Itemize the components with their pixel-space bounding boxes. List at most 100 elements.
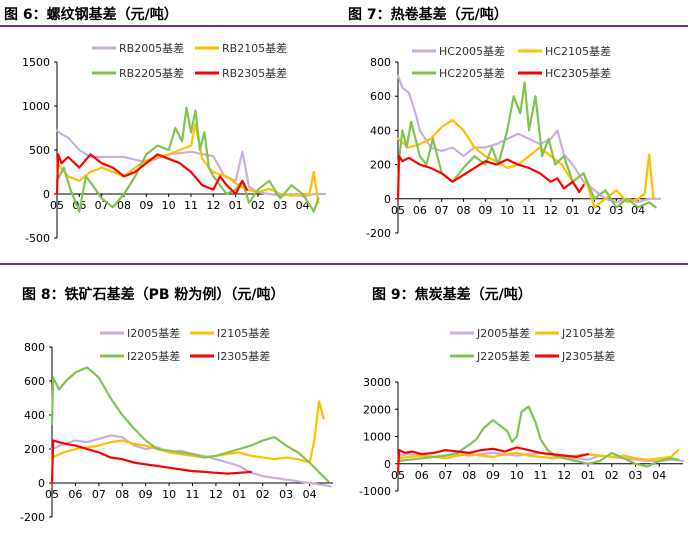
fig7-legend-label: HC2305基差 (545, 66, 611, 80)
fig6-y-tick-label: -500 (25, 232, 50, 245)
fig8-y-tick-label: 200 (24, 443, 45, 456)
fig9-x-tick-label: 12 (557, 469, 571, 482)
fig7-chart: -200 0 200 400 600 800 05 06 07 08 09 10 11 12 01 02 03 0… (366, 44, 662, 240)
fig8-legend-label: I2005基差 (127, 326, 180, 340)
fig6-x-tick-label: 09 (139, 199, 153, 212)
fig7-series-HC2205基差 (396, 81, 657, 209)
fig7-x-tick-label: 12 (544, 204, 558, 217)
fig8-x-tick-label: 08 (115, 488, 129, 501)
fig7-title: 图 7：热卷基差（元/吨） (348, 7, 508, 23)
fig9-y-tick-label: 2000 (363, 403, 391, 416)
fig8-x-tick-label: 06 (68, 488, 82, 501)
fig9-title: 图 9：焦炭基差（元/吨） (372, 287, 532, 303)
fig7-x-tick-label: 10 (500, 204, 514, 217)
fig7-x-tick-label: 03 (609, 204, 623, 217)
fig6-x-tick-label: 03 (273, 199, 287, 212)
fig8-y-tick-label: 800 (24, 341, 45, 354)
top-divider (0, 25, 688, 27)
fig9-x-tick-label: 07 (439, 469, 453, 482)
fig9-x-tick-label: 08 (462, 469, 476, 482)
fig6-y-tick-label: 1000 (22, 100, 50, 113)
fig6-x-tick-label: 12 (206, 199, 220, 212)
fig9-x-tick-label: 05 (391, 469, 405, 482)
fig8-series-I2305基差 (50, 439, 253, 485)
fig6-legend-label: RB2005基差 (119, 41, 184, 55)
fig8-legend-label: I2305基差 (217, 349, 270, 363)
fig7-x-tick-label: 04 (631, 204, 645, 217)
fig9-y-tick-label: -1000 (359, 485, 391, 498)
fig8-legend-label: I2105基差 (217, 326, 270, 340)
fig8-x-tick-label: 07 (92, 488, 106, 501)
fig9-x-tick-label: 09 (486, 469, 500, 482)
fig7-x-tick-label: 06 (413, 204, 427, 217)
fig8-series-I2205基差 (50, 366, 330, 483)
fig7-x-tick-label: 11 (522, 204, 536, 217)
fig9-x-tick-label: 11 (534, 469, 548, 482)
fig7-series-HC2005基差 (396, 74, 662, 204)
fig7-x-tick-label: 09 (478, 204, 492, 217)
fig8-x-tick-label: 04 (303, 488, 317, 501)
fig6-x-tick-label: 01 (229, 199, 243, 212)
fig9-series-J2305基差 (396, 446, 590, 473)
fig6-x-tick-label: 04 (296, 199, 310, 212)
fig6-x-tick-label: 02 (251, 199, 265, 212)
fig9-series-J2105基差 (396, 449, 680, 461)
fig7-x-tick-label: 05 (391, 204, 405, 217)
fig9-legend-label: J2305基差 (561, 349, 615, 363)
fig7-y-tick-label: -200 (366, 227, 391, 240)
fig6-x-tick-label: 08 (117, 199, 131, 212)
fig9-x-tick-label: 03 (629, 469, 643, 482)
fig8-legend-label: I2205基差 (127, 349, 180, 363)
fig8-x-tick-label: 03 (279, 488, 293, 501)
fig9-x-tick-label: 02 (605, 469, 619, 482)
fig6-x-tick-label: 11 (184, 199, 198, 212)
fig9-y-tick-label: 3000 (363, 376, 391, 389)
fig6-y-tick-label: 0 (43, 188, 50, 201)
fig9-legend-label: J2105基差 (561, 326, 615, 340)
fig6-title: 图 6：螺纹钢基差（元/吨） (4, 7, 178, 23)
fig8-y-tick-label: -200 (20, 511, 45, 524)
fig6-series-RB2305基差 (55, 153, 248, 196)
fig9-y-tick-label: 1000 (363, 431, 391, 444)
fig7-x-tick-label: 01 (566, 204, 580, 217)
fig8-y-tick-label: 0 (38, 477, 45, 490)
fig9-x-tick-label: 10 (510, 469, 524, 482)
fig6-series-RB2205基差 (55, 106, 320, 213)
fig9-x-tick-label: 06 (415, 469, 429, 482)
fig7-y-tick-label: 200 (370, 159, 391, 172)
fig8-x-tick-label: 09 (139, 488, 153, 501)
fig8-x-tick-label: 01 (232, 488, 246, 501)
fig8-x-tick-label: 05 (45, 488, 59, 501)
fig6-legend-label: RB2205基差 (119, 66, 184, 80)
fig9-chart: -1000 0 1000 2000 3000 05 06 07 08 09 10 11 12 01 02 03… (359, 326, 685, 498)
fig7-legend-label: HC2005基差 (439, 44, 505, 58)
fig6-x-tick-label: 05 (50, 199, 64, 212)
fig7-x-tick-label: 07 (435, 204, 449, 217)
fig6-x-tick-label: 10 (162, 199, 176, 212)
fig9-x-tick-label: 01 (581, 469, 595, 482)
fig8-series-I2005基差 (50, 434, 332, 488)
fig8-x-tick-label: 10 (162, 488, 176, 501)
fig7-y-tick-label: 400 (370, 124, 391, 137)
fig8-y-tick-label: 400 (24, 409, 45, 422)
fig7-series-HC2105基差 (396, 118, 655, 209)
fig8-y-tick-label: 600 (24, 375, 45, 388)
fig7-legend-label: HC2105基差 (545, 44, 611, 58)
fig6-legend-label: RB2305基差 (222, 66, 287, 80)
fig8-chart: -200 0 200 400 600 800 05 06 07 08 09 10 11 12 01 02 03 0… (20, 326, 333, 524)
fig6-y-tick-label: 1500 (22, 56, 50, 69)
fig6-y-tick-label: 500 (29, 144, 50, 157)
fig7-y-tick-label: 0 (384, 193, 391, 206)
fig7-y-tick-label: 800 (370, 56, 391, 69)
fig9-y-tick-label: 0 (384, 458, 391, 471)
fig9-series-J2205基差 (396, 405, 680, 468)
fig6-legend-label: RB2105基差 (222, 41, 287, 55)
fig7-series-HC2305基差 (396, 155, 585, 200)
fig8-x-tick-label: 12 (209, 488, 223, 501)
middle-divider (0, 263, 688, 265)
fig7-legend-label: HC2205基差 (439, 66, 505, 80)
fig7-y-tick-label: 600 (370, 90, 391, 103)
fig7-x-tick-label: 02 (588, 204, 602, 217)
